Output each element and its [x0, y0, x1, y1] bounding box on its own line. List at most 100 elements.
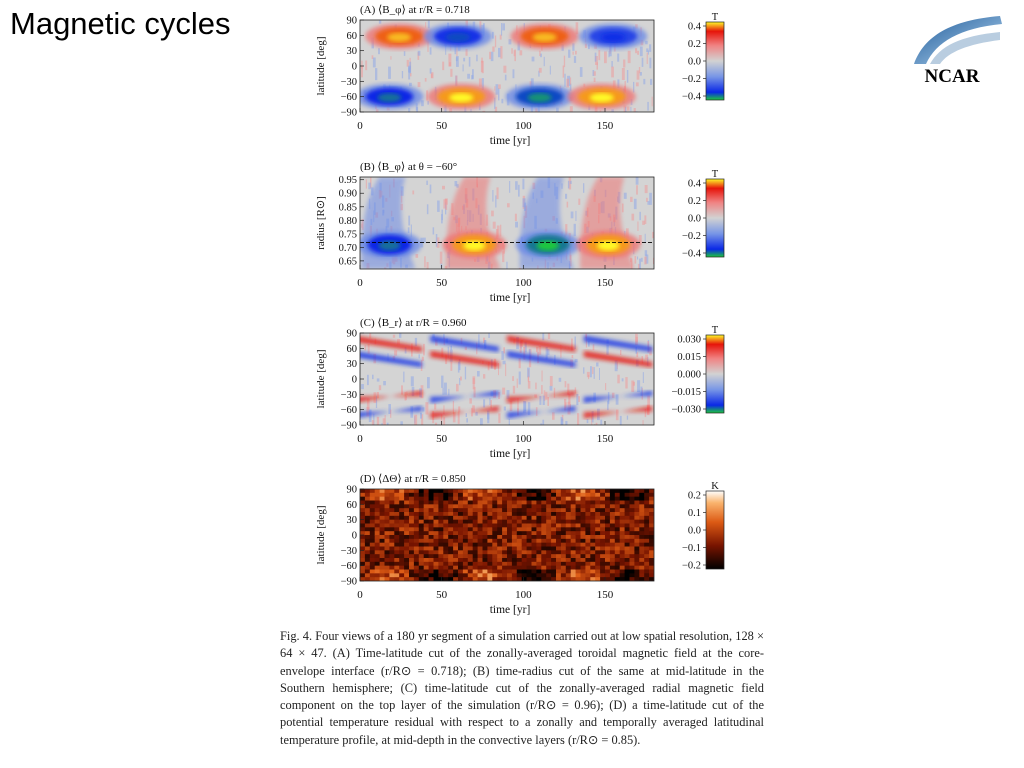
colorbar-tick-label: 0.4 [688, 179, 702, 190]
y-axis-label: latitude [deg] [315, 506, 327, 565]
x-axis-label: time [yr] [490, 448, 531, 460]
y-tick-label: 30 [347, 515, 358, 526]
colorbar-unit: T [712, 169, 719, 180]
colorbar [705, 334, 725, 414]
colorbar-tick-label: −0.2 [682, 561, 701, 572]
ncar-swoosh-icon [914, 16, 1002, 64]
field-blob [576, 177, 641, 269]
y-tick-label: −30 [341, 390, 357, 401]
colorbar-unit: T [712, 325, 719, 336]
colorbar-unit: T [712, 12, 719, 23]
colorbar-tick-label: 0.2 [688, 39, 701, 50]
heatmap-field-a [360, 20, 654, 112]
y-tick-label: 0 [352, 375, 357, 386]
colorbar-tick-label: 0.2 [688, 196, 701, 207]
colorbar-tick-label: −0.4 [682, 92, 702, 103]
colorbar-tick-label: 0.0 [688, 57, 701, 68]
y-tick-label: 0.95 [339, 175, 357, 186]
y-tick-label: −90 [341, 108, 357, 119]
colorbar-tick-label: 0.015 [677, 352, 701, 363]
colorbar [705, 490, 725, 570]
colorbar-tick-label: −0.1 [682, 543, 701, 554]
y-tick-label: 30 [347, 46, 358, 57]
field-blob [365, 23, 434, 50]
x-tick-label: 50 [436, 589, 448, 601]
colorbar [705, 178, 725, 258]
y-tick-label: 0.65 [339, 256, 357, 267]
field-blob [515, 177, 580, 269]
x-axis-label: time [yr] [490, 604, 531, 616]
x-tick-label: 50 [436, 277, 448, 289]
x-tick-label: 100 [515, 433, 532, 445]
field-blob [427, 83, 496, 110]
colorbar-tick-label: −0.4 [682, 249, 702, 260]
x-axis-label: time [yr] [490, 135, 531, 147]
y-axis-label: latitude [deg] [315, 37, 327, 96]
heatmap-field-c [360, 333, 654, 425]
x-tick-label: 150 [597, 120, 614, 132]
colorbar-unit: K [711, 481, 719, 492]
y-tick-label: 0 [352, 531, 357, 542]
heatmap-field-b [360, 177, 654, 269]
slide-title: Magnetic cycles [10, 6, 231, 41]
y-tick-label: 0.80 [339, 216, 357, 227]
x-tick-label: 50 [436, 120, 448, 132]
y-tick-label: −60 [341, 92, 357, 103]
colorbar-tick-label: −0.030 [671, 405, 701, 416]
y-tick-label: 90 [347, 485, 358, 496]
y-tick-label: −90 [341, 421, 357, 432]
field-blob [442, 177, 507, 269]
y-axis-label: radius [R⊙] [315, 196, 327, 250]
colorbar-tick-label: 0.0 [688, 214, 701, 225]
x-tick-label: 150 [597, 589, 614, 601]
ncar-logo: NCAR [896, 6, 1008, 92]
colorbar [705, 21, 725, 101]
colorbar-tick-label: 0.4 [688, 22, 702, 33]
colorbar-tick-label: −0.2 [682, 74, 701, 85]
heatmap-field-d [360, 489, 654, 581]
y-tick-label: 60 [347, 500, 358, 511]
y-tick-label: −60 [341, 405, 357, 416]
field-blob [424, 23, 492, 50]
y-tick-label: 0.85 [339, 202, 357, 213]
y-axis-label: latitude [deg] [315, 350, 327, 409]
y-tick-label: 0.75 [339, 229, 357, 240]
colorbar-tick-label: 0.000 [677, 370, 701, 381]
y-tick-label: 0.90 [339, 189, 357, 200]
colorbar-tick-label: −0.2 [682, 231, 701, 242]
y-tick-label: 30 [347, 359, 358, 370]
colorbar-tick-label: −0.015 [671, 387, 701, 398]
figure: (A) ⟨B_φ⟩ at r/R = 0.7189060300−30−60−90… [315, 4, 725, 616]
y-tick-label: −60 [341, 561, 357, 572]
y-tick-label: −90 [341, 577, 357, 588]
y-tick-label: −30 [341, 77, 357, 88]
ncar-logo-text: NCAR [924, 66, 980, 87]
x-tick-label: 0 [357, 433, 363, 445]
field-blob [360, 177, 422, 269]
colorbar-tick-label: 0.1 [688, 508, 701, 519]
colorbar-tick-label: 0.030 [677, 335, 701, 346]
x-tick-label: 0 [357, 120, 363, 132]
y-tick-label: 90 [347, 16, 358, 27]
panel-title: (B) ⟨B_φ⟩ at θ = −60° [360, 161, 457, 173]
x-tick-label: 100 [515, 277, 532, 289]
colorbar-tick-label: 0.0 [688, 526, 701, 537]
y-tick-label: 60 [347, 31, 358, 42]
y-tick-label: 60 [347, 344, 358, 355]
field-blob [579, 23, 648, 50]
panel-title: (A) ⟨B_φ⟩ at r/R = 0.718 [360, 4, 470, 16]
x-tick-label: 100 [515, 589, 532, 601]
field-blob [360, 83, 424, 110]
field-blob [567, 83, 636, 110]
x-tick-label: 0 [357, 277, 363, 289]
colorbar-tick-label: 0.2 [688, 491, 701, 502]
panel-b: (B) ⟨B_φ⟩ at θ = −60°0.95 0.90 0.85 0.80 0.7… [315, 161, 725, 304]
x-tick-label: 150 [597, 277, 614, 289]
y-tick-label: 0.70 [339, 243, 357, 254]
plot-frame [359, 176, 655, 270]
field-blob [505, 83, 574, 110]
figure-caption: Fig. 4. Four views of a 180 yr segment o… [280, 629, 764, 747]
